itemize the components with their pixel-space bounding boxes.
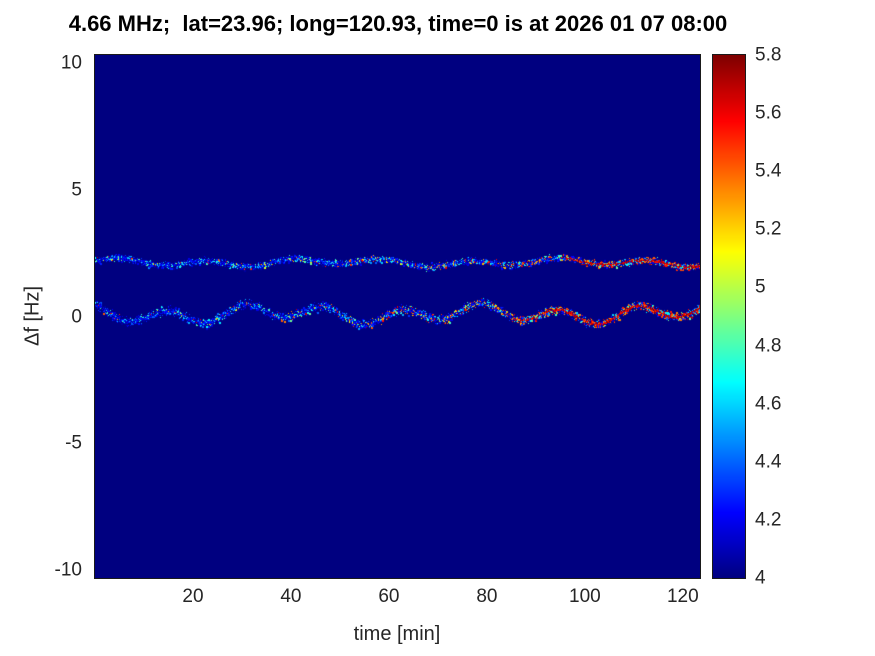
y-tick-label: 0 — [71, 306, 82, 327]
y-tick-label: -10 — [54, 559, 82, 581]
x-tick-label: 80 — [476, 586, 498, 607]
chart-title: 4.66 MHz; lat=23.96; long=120.93, time=0… — [68, 11, 728, 36]
colorbar-tick-label: 5.6 — [755, 102, 782, 124]
colorbar — [712, 54, 746, 579]
y-tick-label: -5 — [65, 432, 82, 454]
x-tick-label: 100 — [569, 586, 601, 607]
colorbar-tick-label: 4.6 — [755, 393, 782, 415]
x-tick-label: 60 — [378, 586, 400, 607]
x-tick-label: 20 — [182, 586, 204, 607]
x-tick-label: 120 — [666, 586, 699, 607]
x-tick-label: 40 — [280, 586, 302, 607]
plot-area — [94, 54, 701, 579]
colorbar-tick-label: 5.4 — [755, 160, 782, 182]
y-tick-label: 10 — [60, 52, 82, 74]
x-axis-label: time [min] — [353, 623, 441, 645]
colorbar-tick-label: 4.4 — [755, 451, 782, 473]
colorbar-canvas — [713, 55, 745, 578]
colorbar-tick-label: 5 — [755, 276, 766, 298]
colorbar-tick-label: 5.8 — [755, 44, 782, 66]
heatmap-canvas — [95, 55, 700, 578]
colorbar-tick-label: 4.2 — [755, 509, 782, 531]
colorbar-tick-label: 4 — [755, 567, 766, 589]
y-tick-label: 5 — [71, 179, 82, 201]
colorbar-tick-label: 4.8 — [755, 335, 782, 357]
colorbar-tick-label: 5.2 — [755, 218, 782, 240]
